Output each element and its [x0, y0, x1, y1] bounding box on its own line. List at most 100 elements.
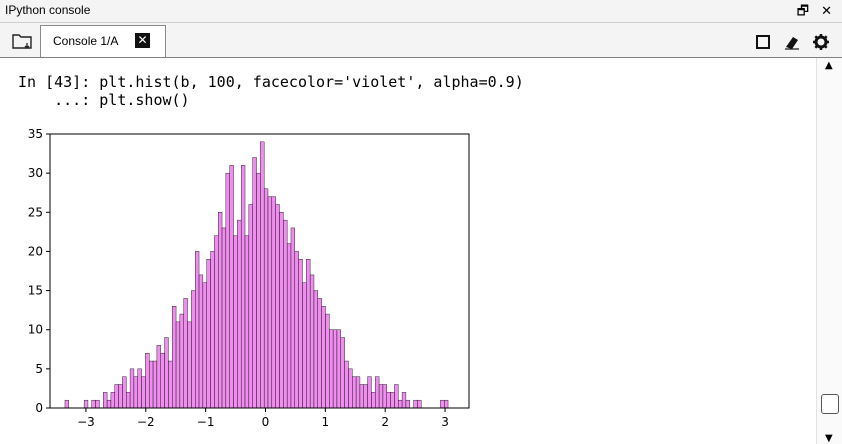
histogram-bar [252, 157, 257, 409]
x-tick-label: 0 [262, 415, 270, 429]
y-tick-label: 10 [28, 323, 43, 337]
y-tick-label: 35 [28, 127, 43, 141]
console-code: In [43]: plt.hist(b, 100, facecolor='vio… [18, 73, 524, 109]
histogram-bar [195, 251, 200, 409]
console-scrollbar[interactable]: ▲ ▼ [816, 58, 842, 444]
histogram-bar [175, 321, 181, 409]
console-tab-bar: Console 1/A ✕ [0, 23, 842, 58]
histogram-bar [141, 376, 146, 409]
histogram-chart: −3 −2 −1 0 1 2 3 0 5 10 15 20 25 30 35 [28, 127, 470, 429]
x-axis: −3 −2 −1 0 1 2 3 [77, 408, 449, 429]
histogram-bar [298, 259, 303, 409]
histogram-bar [283, 219, 288, 409]
histogram-bars [64, 141, 449, 409]
x-tick-label: 3 [441, 415, 449, 429]
histogram-bar [386, 392, 391, 409]
histogram-bar [394, 384, 399, 409]
histogram-bar [168, 360, 173, 409]
histogram-bar [302, 282, 307, 409]
histogram-bar [187, 321, 192, 409]
histogram-bar [164, 337, 169, 409]
histogram-bar [198, 274, 204, 409]
histogram-bar [417, 399, 422, 409]
histogram-bar [114, 384, 119, 409]
histogram-bar [359, 384, 364, 409]
histogram-bar [183, 298, 188, 409]
histogram-bar [110, 392, 115, 409]
y-tick-label: 0 [35, 401, 43, 415]
histogram-bar [321, 306, 326, 409]
folder-browse-icon[interactable] [12, 32, 34, 50]
histogram-bar [332, 329, 338, 409]
histogram-bar [309, 274, 315, 409]
histogram-bar [444, 399, 449, 409]
close-pane-icon[interactable]: ✕ [821, 4, 832, 19]
x-tick-label: −3 [77, 415, 95, 429]
histogram-bar [398, 399, 403, 409]
histogram-bar [329, 329, 334, 409]
histogram-bar [206, 259, 211, 409]
pane-title: IPython console [5, 3, 91, 17]
y-tick-label: 5 [35, 362, 43, 376]
stop-square-icon[interactable] [754, 33, 772, 51]
histogram-bar [225, 172, 230, 409]
scroll-up-arrow-icon[interactable]: ▲ [825, 60, 833, 71]
tab-close-icon[interactable]: ✕ [135, 33, 150, 48]
histogram-bar [237, 219, 242, 409]
console-output[interactable]: In [43]: plt.hist(b, 100, facecolor='vio… [0, 58, 816, 444]
plot-frame [49, 133, 470, 409]
x-tick-label: −1 [197, 415, 215, 429]
histogram-bar [306, 259, 311, 409]
scroll-thumb[interactable] [821, 394, 839, 414]
histogram-bar [152, 360, 158, 409]
histogram-bar [202, 282, 207, 409]
y-axis: 0 5 10 15 20 25 30 35 [28, 127, 50, 415]
histogram-bar [367, 376, 372, 409]
input-line-2: ...: plt.show() [18, 91, 190, 109]
histogram-bar [344, 360, 349, 409]
undock-icon[interactable]: 🗗 [796, 4, 809, 19]
histogram-bar [156, 345, 161, 409]
histogram-bar [137, 368, 142, 409]
eraser-icon[interactable] [783, 33, 801, 51]
histogram-bar [348, 368, 353, 409]
histogram-bar [217, 212, 223, 409]
histogram-bar [210, 251, 215, 409]
histogram-bar [294, 251, 299, 409]
histogram-bar [244, 235, 250, 409]
histogram-bar [405, 399, 410, 409]
histogram-bar [286, 243, 292, 409]
histogram-bar [256, 172, 261, 409]
histogram-bar [91, 399, 96, 409]
histogram-bar [263, 188, 269, 409]
histogram-bar [336, 329, 341, 409]
histogram-bar [64, 399, 69, 409]
pane-title-bar: IPython console 🗗 ✕ [0, 0, 842, 23]
tab-console-1a[interactable]: Console 1/A ✕ [40, 25, 166, 57]
histogram-bar [160, 353, 165, 409]
histogram-bar [260, 141, 265, 409]
x-tick-label: 2 [381, 415, 389, 429]
y-tick-label: 25 [28, 205, 43, 219]
histogram-bar [179, 313, 184, 409]
histogram-bar [355, 376, 361, 409]
histogram-bar [149, 360, 154, 409]
histogram-bar [145, 353, 150, 409]
histogram-bar [233, 235, 238, 409]
histogram-bar [290, 227, 296, 409]
histogram-bar [279, 212, 284, 409]
scroll-down-arrow-icon[interactable]: ▼ [825, 433, 833, 444]
histogram-bar [103, 392, 108, 409]
histogram-bar [133, 376, 138, 409]
histogram-bar [325, 313, 330, 409]
pane-title-buttons: 🗗 ✕ [789, 2, 832, 24]
histogram-bar [390, 392, 395, 409]
input-line-1: In [43]: plt.hist(b, 100, facecolor='vio… [18, 73, 524, 91]
gear-icon[interactable] [812, 33, 830, 51]
histogram-bar [214, 235, 219, 409]
histogram-bar [118, 384, 123, 409]
console-toolbar [748, 31, 830, 51]
histogram-bar [83, 399, 89, 409]
histogram-bar [221, 227, 227, 409]
y-tick-label: 30 [28, 166, 43, 180]
